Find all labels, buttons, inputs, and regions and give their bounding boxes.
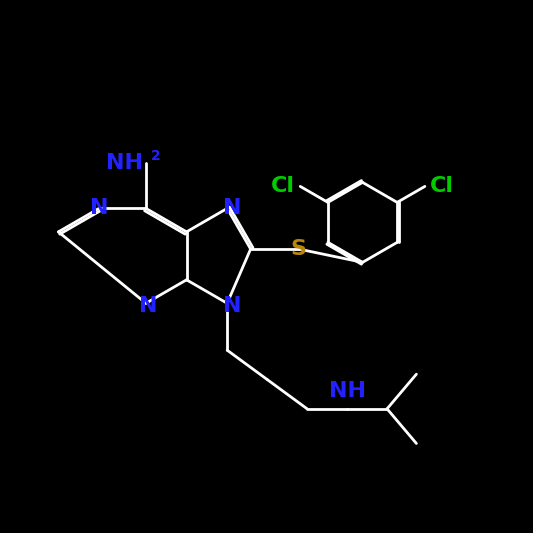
Text: Cl: Cl xyxy=(430,176,454,196)
Text: S: S xyxy=(290,239,306,259)
Text: 2: 2 xyxy=(151,149,160,163)
Text: N: N xyxy=(139,296,158,316)
Text: NH: NH xyxy=(106,153,143,173)
Text: N: N xyxy=(90,198,108,219)
Text: N: N xyxy=(223,198,242,219)
Text: NH: NH xyxy=(329,381,366,401)
Text: N: N xyxy=(223,296,242,316)
Text: Cl: Cl xyxy=(271,176,295,196)
